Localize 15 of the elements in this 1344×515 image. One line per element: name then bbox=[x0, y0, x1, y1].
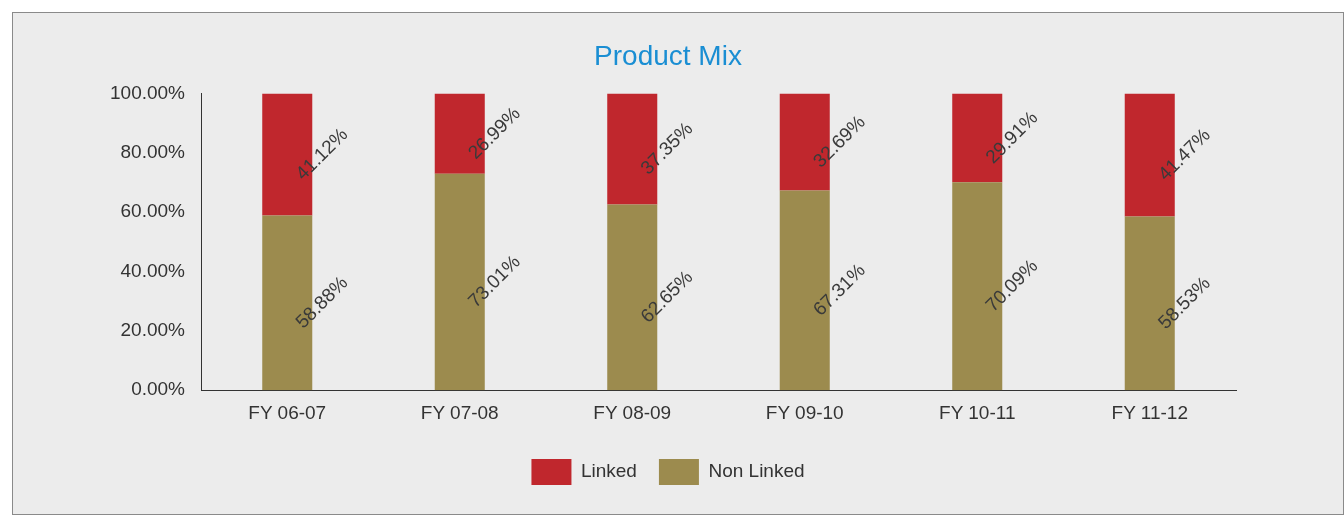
y-tick-label: 0.00% bbox=[131, 378, 186, 400]
y-tick-label: 60.00% bbox=[120, 200, 186, 222]
legend-label: Non Linked bbox=[708, 460, 805, 482]
x-tick-label: FY 09-10 bbox=[765, 401, 844, 423]
y-tick-label: 40.00% bbox=[120, 259, 186, 281]
x-tick-label: FY 08-09 bbox=[593, 401, 672, 423]
legend-label: Linked bbox=[580, 460, 637, 482]
x-tick-label: FY 10-11 bbox=[939, 401, 1016, 423]
y-tick-label: 20.00% bbox=[120, 319, 186, 341]
x-tick-label: FY 11-12 bbox=[1111, 401, 1188, 423]
chart-title: Product Mix bbox=[594, 39, 742, 71]
y-tick-label: 80.00% bbox=[120, 141, 186, 163]
x-tick-label: FY 06-07 bbox=[248, 401, 327, 423]
x-tick-label: FY 07-08 bbox=[420, 401, 499, 423]
y-tick-label: 100.00% bbox=[109, 81, 186, 103]
